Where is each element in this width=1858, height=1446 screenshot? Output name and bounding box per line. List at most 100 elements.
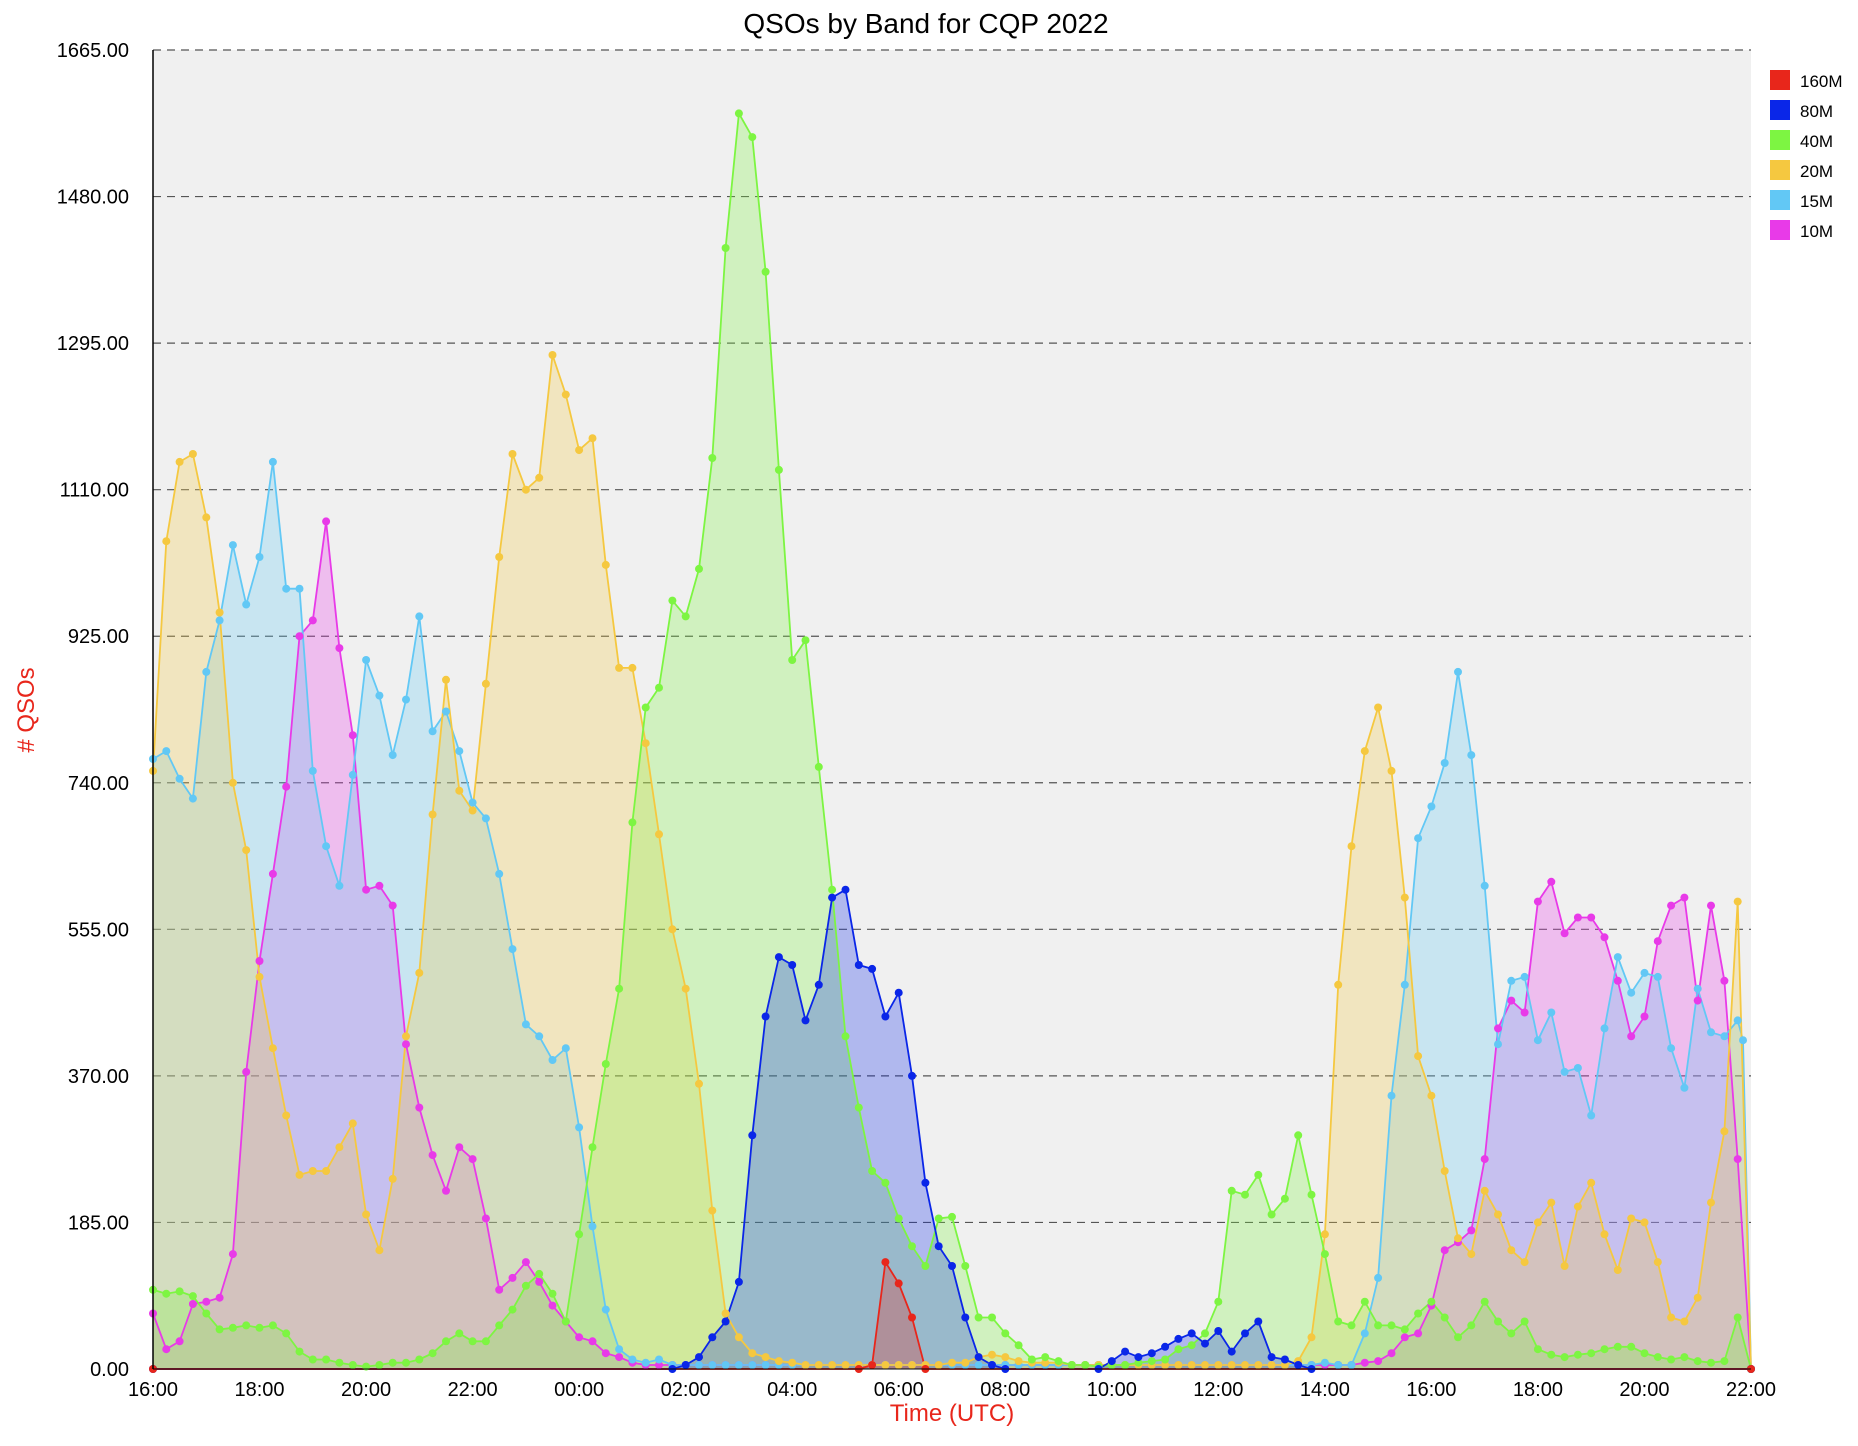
point-40m (828, 885, 837, 894)
point-20m (1001, 1353, 1010, 1362)
point-40m (1134, 1358, 1143, 1367)
point-20m (521, 485, 530, 494)
point-15m (1507, 976, 1516, 985)
point-15m (974, 1361, 983, 1369)
point-20m (1560, 1262, 1569, 1270)
point-20m (1254, 1361, 1263, 1369)
point-40m (295, 1347, 304, 1356)
point-15m (455, 747, 464, 756)
point-20m (734, 1333, 743, 1342)
legend: 160M 80M 40M 20M 15M 10M (1770, 70, 1843, 241)
point-15m (1374, 1273, 1383, 1282)
point-20m (375, 1246, 384, 1255)
point-20m (615, 663, 624, 672)
point-40m (1560, 1353, 1569, 1362)
point-20m (1201, 1361, 1209, 1369)
point-10m (1720, 976, 1729, 985)
point-20m (774, 1357, 783, 1366)
series-points (149, 109, 1755, 1373)
y-tick-label: 1480.00 (57, 187, 129, 209)
x-tick-label: 22:00 (1726, 1379, 1776, 1401)
x-tick-label: 14:00 (1300, 1379, 1350, 1401)
point-10m (1693, 996, 1702, 1005)
point-40m (748, 133, 757, 142)
point-15m (615, 1345, 624, 1354)
point-40m (1307, 1190, 1316, 1199)
point-20m (961, 1358, 970, 1367)
point-40m (1067, 1361, 1076, 1369)
point-40m (1547, 1350, 1556, 1359)
point-40m (1613, 1342, 1622, 1351)
point-80m (695, 1353, 703, 1362)
point-15m (308, 766, 317, 775)
point-10m (415, 1103, 424, 1112)
point-10m (1480, 1155, 1489, 1164)
point-15m (588, 1222, 597, 1231)
point-15m (1720, 1032, 1729, 1041)
point-40m (1693, 1357, 1702, 1366)
point-40m (282, 1329, 291, 1338)
point-40m (1680, 1353, 1689, 1362)
point-15m (548, 1056, 557, 1064)
point-40m (255, 1323, 264, 1332)
point-20m (1680, 1317, 1689, 1326)
point-160m (881, 1258, 890, 1267)
y-tick-label: 1295.00 (57, 333, 129, 355)
point-80m (708, 1333, 717, 1342)
point-80m (854, 961, 863, 969)
legend-swatch-40m (1770, 130, 1790, 150)
point-80m (974, 1353, 983, 1362)
point-80m (1147, 1349, 1156, 1358)
point-20m (388, 1174, 397, 1183)
point-40m (1041, 1353, 1050, 1362)
point-20m (1267, 1361, 1276, 1369)
point-80m (748, 1131, 757, 1140)
point-20m (1547, 1198, 1556, 1207)
point-20m (1400, 893, 1409, 902)
point-80m (828, 893, 837, 902)
point-10m (1613, 976, 1622, 985)
point-10m (1520, 1008, 1529, 1017)
point-80m (1214, 1327, 1223, 1335)
point-20m (881, 1361, 890, 1369)
point-10m (1400, 1333, 1409, 1342)
point-20m (402, 1032, 410, 1041)
y-tick-label: 370.00 (68, 1066, 129, 1088)
point-10m (308, 616, 317, 625)
chart-title: QSOs by Band for CQP 2022 (743, 8, 1108, 39)
point-15m (295, 584, 304, 593)
x-tick-label: 12:00 (1193, 1379, 1243, 1401)
point-10m (175, 1337, 184, 1346)
point-20m (1187, 1361, 1196, 1369)
point-10m (402, 1040, 410, 1049)
point-15m (1707, 1028, 1715, 1037)
point-20m (1334, 980, 1343, 989)
point-20m (162, 537, 171, 546)
point-15m (1520, 972, 1529, 981)
x-tick-label: 06:00 (874, 1379, 924, 1401)
point-40m (774, 465, 783, 474)
point-20m (1454, 1234, 1462, 1243)
point-15m (162, 747, 171, 756)
point-20m (295, 1170, 304, 1179)
point-10m (335, 644, 344, 653)
point-10m (228, 1250, 237, 1259)
point-40m (1387, 1321, 1396, 1330)
point-15m (761, 1361, 770, 1369)
point-80m (1280, 1355, 1289, 1364)
point-40m (1707, 1358, 1715, 1367)
point-10m (1600, 933, 1609, 942)
point-15m (561, 1044, 570, 1053)
legend-swatch-20m (1770, 160, 1790, 180)
point-40m (215, 1325, 224, 1334)
point-40m (1001, 1329, 1010, 1338)
x-axis-title: Time (UTC) (890, 1400, 1014, 1427)
point-20m (894, 1361, 903, 1369)
point-15m (202, 667, 211, 676)
point-20m (681, 984, 690, 993)
point-40m (548, 1289, 557, 1298)
point-15m (1600, 1024, 1609, 1033)
point-20m (988, 1350, 996, 1359)
point-10m (535, 1277, 544, 1286)
